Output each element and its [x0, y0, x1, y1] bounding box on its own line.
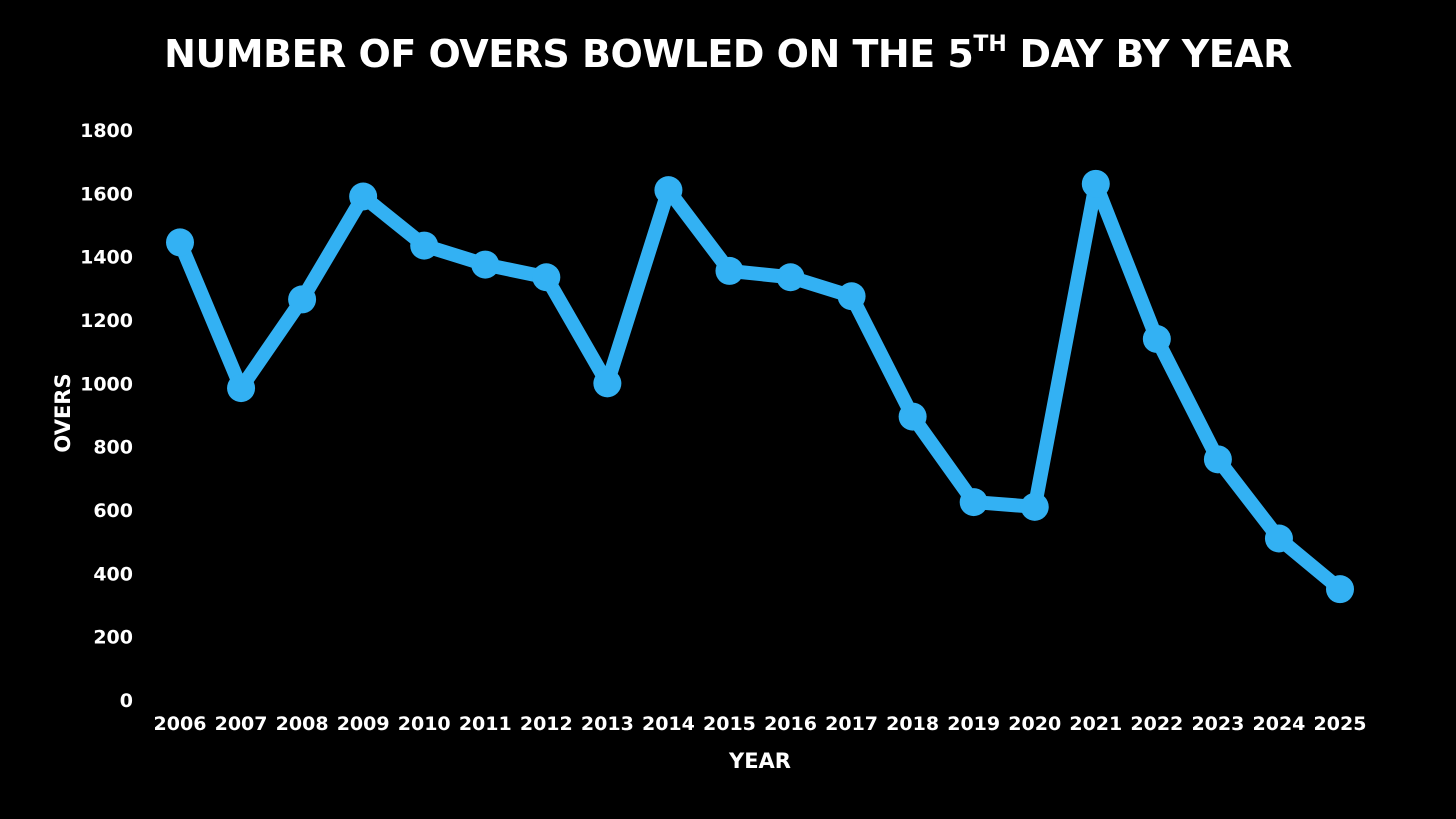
x-tick-label: 2018	[886, 713, 939, 735]
data-point	[1326, 575, 1354, 604]
chart-title-superscript: TH	[973, 32, 1007, 57]
y-tick-label: 200	[93, 627, 133, 649]
y-tick-label: 400	[93, 563, 133, 585]
data-point	[715, 256, 744, 285]
x-tick-label: 2021	[1069, 713, 1122, 735]
data-point	[898, 402, 927, 431]
data-point	[1081, 169, 1110, 198]
y-tick-label: 800	[93, 437, 133, 459]
x-tick-label: 2011	[459, 713, 512, 735]
x-tick-label: 2013	[581, 713, 634, 735]
data-point	[532, 263, 561, 292]
data-point	[1142, 325, 1171, 353]
data-point	[776, 263, 805, 292]
chart-title: NUMBER OF OVERS BOWLED ON THE 5TH DAY BY…	[0, 32, 1456, 76]
series-layer	[166, 169, 1354, 604]
x-tick-label: 2017	[825, 713, 878, 735]
y-tick-label: 1800	[80, 120, 133, 142]
x-tick-label: 2023	[1191, 713, 1244, 735]
y-axis-ticks: 0 200 400 600 800 1000 1200 1400 1600 1800	[80, 120, 133, 712]
y-tick-label: 0	[120, 690, 133, 712]
x-tick-label: 2024	[1253, 713, 1306, 735]
data-point	[288, 285, 317, 314]
y-tick-label: 1000	[80, 373, 133, 395]
series-line	[173, 176, 1347, 597]
data-point	[593, 369, 622, 398]
x-tick-label: 2020	[1008, 713, 1061, 735]
data-point	[166, 228, 194, 257]
y-tick-label: 1400	[80, 247, 133, 269]
x-tick-label: 2008	[276, 713, 329, 735]
data-point	[654, 176, 683, 205]
x-axis-ticks: 2006 2007 2008 2009 2010 2011 2012 2013 2014 2015…	[154, 713, 1367, 735]
data-point	[1264, 524, 1293, 553]
x-tick-label: 2022	[1130, 713, 1183, 735]
data-point	[349, 182, 378, 211]
data-point	[410, 231, 439, 260]
x-tick-label: 2009	[337, 713, 390, 735]
chart-title-suffix: DAY BY YEAR	[1006, 32, 1292, 76]
x-axis-label: YEAR	[728, 749, 791, 773]
x-tick-label: 2014	[642, 713, 695, 735]
x-tick-label: 2007	[215, 713, 268, 735]
x-tick-label: 2016	[764, 713, 817, 735]
x-tick-label: 2012	[520, 713, 573, 735]
x-tick-label: 2019	[947, 713, 1000, 735]
x-tick-label: 2015	[703, 713, 756, 735]
data-point	[837, 282, 866, 311]
y-tick-label: 1600	[80, 183, 133, 205]
x-tick-label: 2025	[1314, 713, 1367, 735]
chart-title-main: NUMBER OF OVERS BOWLED ON THE 5	[164, 32, 974, 76]
data-point	[227, 374, 256, 403]
data-point	[959, 488, 988, 517]
data-point	[1203, 445, 1232, 474]
data-point	[1020, 492, 1049, 521]
y-axis-label: OVERS	[51, 373, 75, 452]
y-tick-label: 1200	[80, 310, 133, 332]
data-point	[471, 250, 500, 279]
y-tick-label: 600	[93, 500, 133, 522]
x-tick-label: 2010	[398, 713, 451, 735]
x-tick-label: 2006	[154, 713, 207, 735]
